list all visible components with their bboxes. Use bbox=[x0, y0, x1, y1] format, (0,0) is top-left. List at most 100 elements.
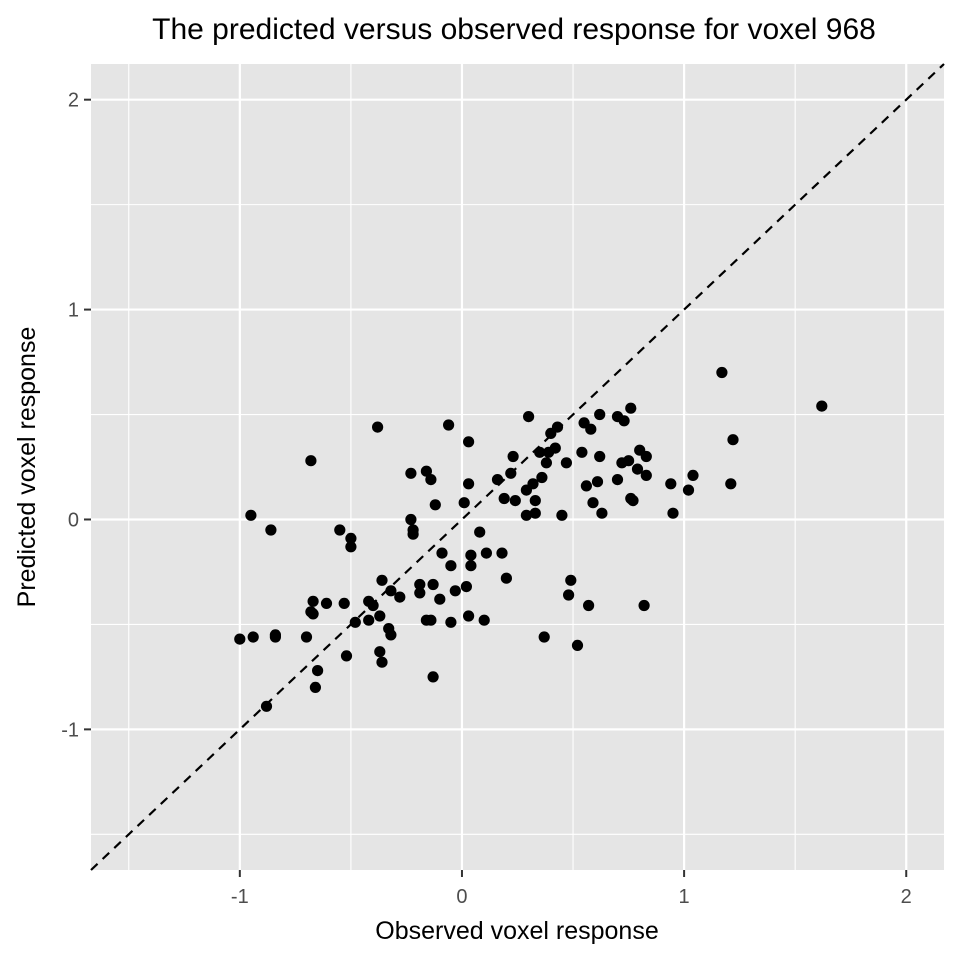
data-points bbox=[234, 366, 828, 712]
data-point bbox=[576, 446, 588, 458]
data-point bbox=[534, 446, 546, 458]
data-point bbox=[463, 610, 475, 622]
data-point bbox=[345, 532, 357, 545]
data-point bbox=[425, 614, 437, 626]
data-point bbox=[583, 599, 595, 612]
data-point bbox=[374, 646, 386, 658]
data-point bbox=[716, 366, 728, 379]
data-point bbox=[480, 547, 492, 559]
y-tick-label: 1 bbox=[68, 300, 79, 322]
data-point bbox=[338, 597, 350, 610]
data-point bbox=[376, 656, 388, 668]
data-point bbox=[376, 574, 388, 586]
data-point bbox=[816, 400, 828, 412]
data-point bbox=[385, 585, 397, 597]
data-point bbox=[529, 495, 541, 507]
data-point bbox=[538, 631, 550, 643]
data-point bbox=[463, 478, 475, 490]
y-tick-label: 0 bbox=[68, 509, 79, 531]
x-tick-label: 0 bbox=[456, 886, 467, 908]
data-point bbox=[434, 593, 446, 605]
data-point bbox=[509, 495, 521, 507]
data-point bbox=[307, 595, 319, 607]
data-point bbox=[638, 599, 650, 612]
data-point bbox=[445, 560, 457, 572]
data-point bbox=[269, 631, 281, 643]
data-point bbox=[394, 591, 406, 603]
y-tick-label: 2 bbox=[68, 90, 79, 112]
data-point bbox=[425, 474, 437, 486]
data-point bbox=[536, 471, 548, 484]
data-point bbox=[445, 616, 457, 628]
data-point bbox=[580, 480, 593, 492]
x-tick-label: 2 bbox=[901, 886, 912, 908]
data-point bbox=[260, 700, 273, 712]
data-point bbox=[345, 541, 357, 553]
data-point bbox=[667, 507, 679, 519]
data-point bbox=[414, 578, 426, 591]
x-tick-label: 1 bbox=[679, 886, 690, 908]
data-point bbox=[496, 547, 508, 559]
data-point bbox=[560, 457, 573, 469]
data-point bbox=[687, 469, 699, 481]
chart-title: The predicted versus observed response f… bbox=[152, 13, 876, 46]
data-point bbox=[305, 455, 317, 467]
data-point bbox=[627, 495, 639, 507]
data-point bbox=[727, 434, 739, 446]
data-point bbox=[498, 492, 510, 505]
data-point bbox=[623, 455, 635, 467]
data-point bbox=[309, 681, 321, 694]
data-point bbox=[234, 633, 246, 645]
data-point bbox=[520, 509, 533, 521]
data-point bbox=[563, 589, 575, 601]
data-point bbox=[265, 524, 277, 536]
reference-line-layer bbox=[90, 63, 945, 871]
data-point bbox=[460, 581, 472, 593]
data-point bbox=[507, 450, 519, 463]
identity-reference-line bbox=[90, 63, 945, 871]
data-point bbox=[725, 478, 737, 490]
data-point bbox=[436, 547, 448, 559]
data-point bbox=[449, 585, 461, 597]
axis-ticks: -1 0 1 2 -1 0 1 2 bbox=[61, 90, 912, 908]
data-point bbox=[427, 671, 439, 683]
data-point bbox=[571, 639, 584, 652]
data-point bbox=[429, 499, 441, 511]
data-point bbox=[665, 478, 677, 490]
data-point bbox=[478, 614, 490, 626]
data-point bbox=[385, 629, 397, 641]
data-point bbox=[527, 478, 539, 490]
data-point bbox=[465, 560, 477, 572]
data-point bbox=[585, 423, 597, 435]
data-point bbox=[463, 436, 475, 448]
data-point bbox=[405, 513, 417, 526]
data-point bbox=[640, 469, 652, 481]
data-point bbox=[367, 599, 379, 612]
data-point bbox=[596, 507, 608, 519]
grid-lines bbox=[91, 64, 944, 870]
data-point bbox=[505, 467, 517, 479]
data-point bbox=[491, 474, 504, 486]
data-point bbox=[556, 509, 568, 521]
data-point bbox=[458, 497, 470, 509]
data-point bbox=[611, 474, 624, 486]
y-axis-title: Predicted voxel response bbox=[13, 327, 41, 608]
data-point bbox=[594, 450, 606, 463]
data-point bbox=[307, 608, 319, 620]
data-point bbox=[500, 572, 512, 584]
data-point bbox=[682, 484, 695, 496]
data-point bbox=[405, 467, 417, 479]
data-point bbox=[529, 507, 541, 519]
data-point bbox=[625, 402, 637, 414]
y-tick-label: -1 bbox=[61, 719, 79, 741]
x-axis-title: Observed voxel response bbox=[375, 917, 658, 945]
data-point bbox=[465, 549, 477, 561]
data-point bbox=[372, 421, 384, 433]
data-point bbox=[551, 421, 564, 433]
data-point bbox=[300, 631, 313, 643]
data-point bbox=[591, 476, 604, 488]
data-point bbox=[523, 411, 535, 423]
data-point bbox=[631, 463, 644, 475]
data-point bbox=[374, 610, 386, 622]
